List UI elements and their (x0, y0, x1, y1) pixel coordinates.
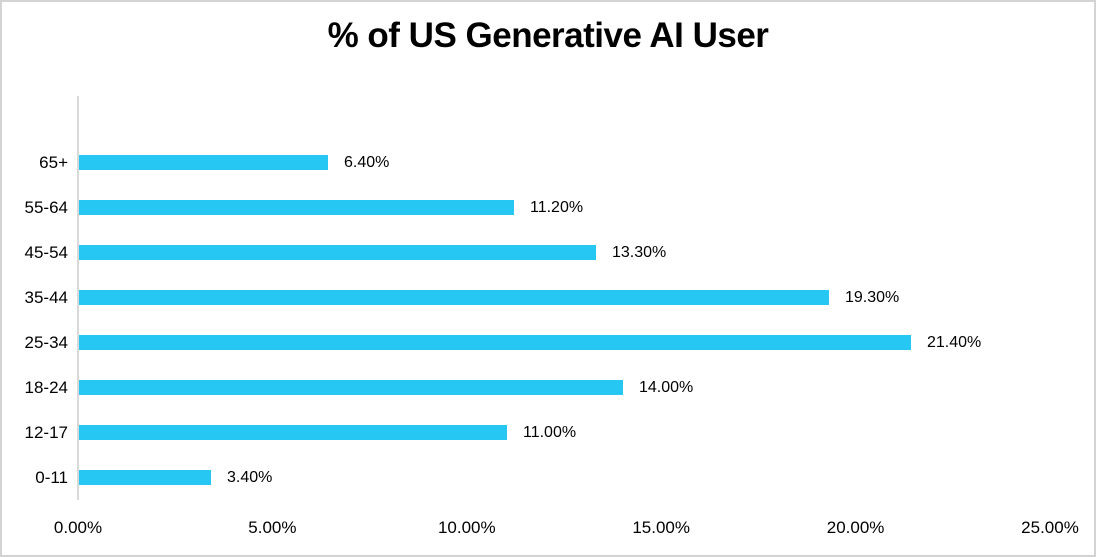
bar (79, 335, 911, 350)
category-label: 65+ (39, 152, 68, 172)
x-axis-tick-label: 25.00% (1021, 518, 1079, 537)
bar (79, 470, 211, 485)
value-label: 6.40% (344, 153, 390, 171)
chart-title: % of US Generative AI User (327, 16, 769, 55)
x-axis-tick-label: 15.00% (632, 518, 691, 537)
value-label: 11.00% (523, 423, 577, 441)
value-label: 14.00% (639, 378, 694, 396)
category-label: 18-24 (24, 377, 68, 397)
bar (79, 290, 829, 305)
x-axis-tick-label: 0.00% (53, 518, 103, 537)
bar (79, 200, 514, 215)
category-label: 12-17 (24, 422, 68, 442)
category-label: 55-64 (24, 197, 68, 217)
category-label: 25-34 (24, 332, 68, 352)
x-axis-tick-label: 5.00% (248, 518, 297, 537)
bar (79, 155, 328, 170)
bar (79, 245, 596, 260)
value-label: 3.40% (227, 468, 273, 486)
value-label: 21.40% (927, 333, 982, 351)
bar (79, 425, 507, 440)
y-axis-line (77, 96, 79, 500)
x-axis-tick-label: 20.00% (826, 518, 885, 537)
category-label: 0-11 (35, 467, 68, 487)
value-label: 19.30% (845, 288, 900, 306)
x-axis-tick-label: 10.00% (437, 518, 496, 537)
category-label: 35-44 (24, 287, 68, 307)
category-label: 45-54 (24, 242, 68, 262)
value-label: 13.30% (612, 243, 667, 261)
value-label: 11.20% (530, 198, 584, 216)
bar (79, 380, 623, 395)
